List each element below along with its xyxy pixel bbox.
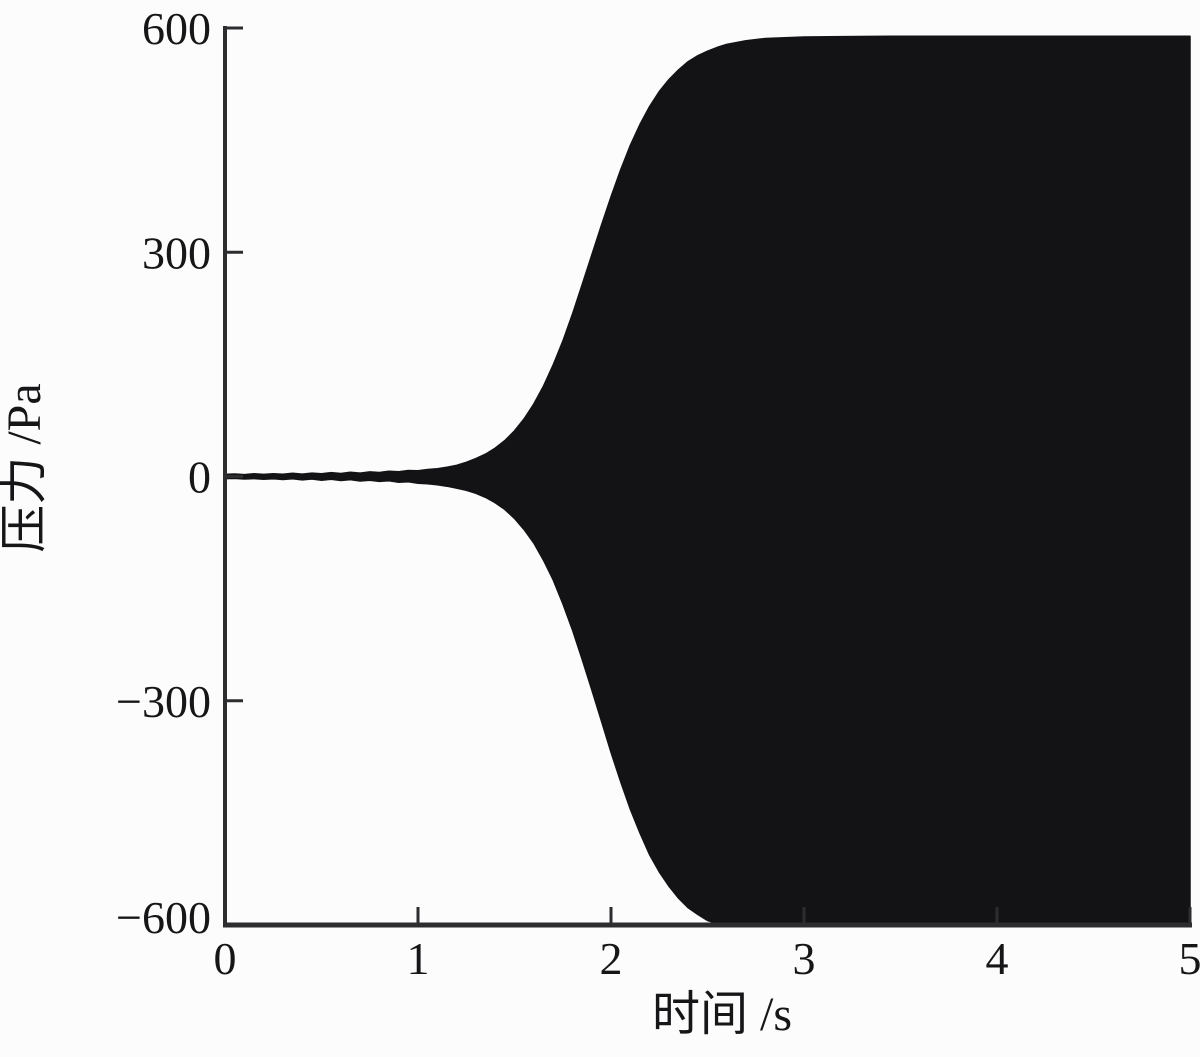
x-tick-label: 4 bbox=[986, 933, 1009, 984]
y-tick-label: −600 bbox=[116, 892, 211, 943]
y-axis-title: 压力 /Pa bbox=[0, 383, 51, 552]
x-tick-label: 5 bbox=[1179, 933, 1200, 984]
pressure-signal-area bbox=[224, 35, 1191, 926]
y-tick-label: 300 bbox=[142, 227, 211, 278]
y-tick-label: 600 bbox=[142, 3, 211, 54]
x-tick-label: 0 bbox=[214, 933, 237, 984]
x-tick-label: 1 bbox=[407, 933, 430, 984]
x-tick-label: 3 bbox=[793, 933, 816, 984]
y-tick-label: 0 bbox=[188, 452, 211, 503]
x-tick-label: 2 bbox=[600, 933, 623, 984]
x-axis-title: 时间 /s bbox=[652, 988, 792, 1041]
x-axis-ticks: 0 1 2 3 4 5 bbox=[214, 907, 1200, 984]
y-axis-ticks: 600 300 0 −300 −600 bbox=[116, 3, 243, 943]
y-tick-label: −300 bbox=[116, 676, 211, 727]
